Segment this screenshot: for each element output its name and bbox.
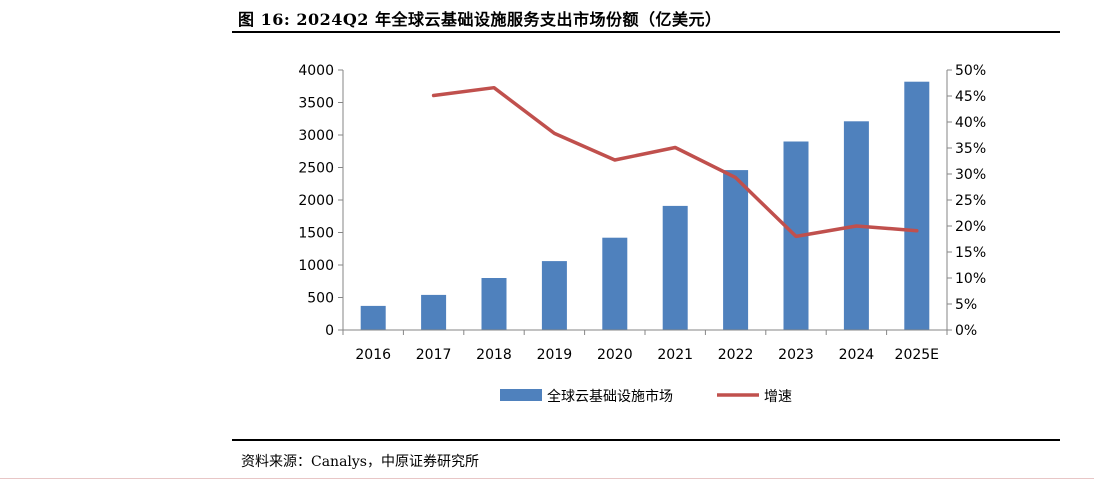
y-right-tick-label: 35% bbox=[955, 141, 986, 157]
y-right-tick-label: 40% bbox=[955, 115, 986, 131]
y-left-tick-label: 1000 bbox=[298, 258, 334, 274]
bar-2017 bbox=[421, 294, 447, 330]
y-right-tick-label: 45% bbox=[955, 89, 986, 105]
x-tick-label: 2020 bbox=[597, 347, 633, 363]
x-tick-label: 2016 bbox=[355, 347, 391, 363]
bar-2016 bbox=[360, 305, 386, 330]
y-left-tick-label: 2000 bbox=[298, 193, 334, 209]
x-tick-label: 2025E bbox=[895, 347, 939, 363]
y-right-tick-label: 5% bbox=[955, 297, 977, 313]
bar-2019 bbox=[541, 261, 567, 330]
y-right-tick-label: 0% bbox=[955, 323, 977, 339]
bar-2020 bbox=[602, 237, 628, 330]
x-tick-label: 2017 bbox=[416, 347, 452, 363]
y-left-tick-label: 3500 bbox=[298, 96, 334, 112]
y-left-tick-label: 1500 bbox=[298, 226, 334, 242]
title-rule bbox=[232, 31, 1060, 33]
y-right-tick-label: 10% bbox=[955, 271, 986, 287]
legend-label-line: 增速 bbox=[764, 389, 792, 405]
y-right-tick-label: 25% bbox=[955, 193, 986, 209]
x-tick-label: 2022 bbox=[718, 347, 754, 363]
x-tick-label: 2019 bbox=[537, 347, 573, 363]
x-tick-label: 2021 bbox=[657, 347, 693, 363]
x-tick-label: 2024 bbox=[839, 347, 875, 363]
source-note: 资料来源：Canalys，中原证券研究所 bbox=[241, 454, 479, 470]
legend-label-bars: 全球云基础设施市场 bbox=[547, 388, 673, 405]
y-left-tick-label: 4000 bbox=[298, 63, 334, 79]
y-left-tick-label: 500 bbox=[307, 291, 334, 307]
y-left-tick-label: 3000 bbox=[298, 128, 334, 144]
y-right-tick-label: 15% bbox=[955, 245, 986, 261]
y-right-tick-label: 50% bbox=[955, 63, 986, 79]
source-rule bbox=[232, 439, 1060, 441]
legend-swatch-bars bbox=[500, 389, 542, 401]
plot-area: 0 500 1000 1500 2000 2500 3000 3500 4000 0% 5% 10% 1… bbox=[298, 63, 986, 363]
bar-2025E bbox=[904, 81, 930, 330]
figure-title: 图 16: 2024Q2 年全球云基础设施服务支出市场份额（亿美元） bbox=[238, 10, 722, 29]
y-left-tick-label: 2500 bbox=[298, 161, 334, 177]
bar-2022 bbox=[723, 170, 749, 330]
bar-2021 bbox=[662, 205, 688, 330]
bar-2018 bbox=[481, 278, 507, 330]
figure-title-block: 图 16: 2024Q2 年全球云基础设施服务支出市场份额（亿美元） bbox=[232, 4, 1060, 31]
y-right-tick-label: 30% bbox=[955, 167, 986, 183]
x-tick-label: 2018 bbox=[476, 347, 512, 363]
y-left-tick-label: 0 bbox=[325, 323, 334, 339]
legend: 全球云基础设施市场 增速 bbox=[500, 388, 792, 405]
x-tick-label: 2023 bbox=[778, 347, 814, 363]
page-divider bbox=[0, 478, 1094, 479]
y-right-tick-label: 20% bbox=[955, 219, 986, 235]
